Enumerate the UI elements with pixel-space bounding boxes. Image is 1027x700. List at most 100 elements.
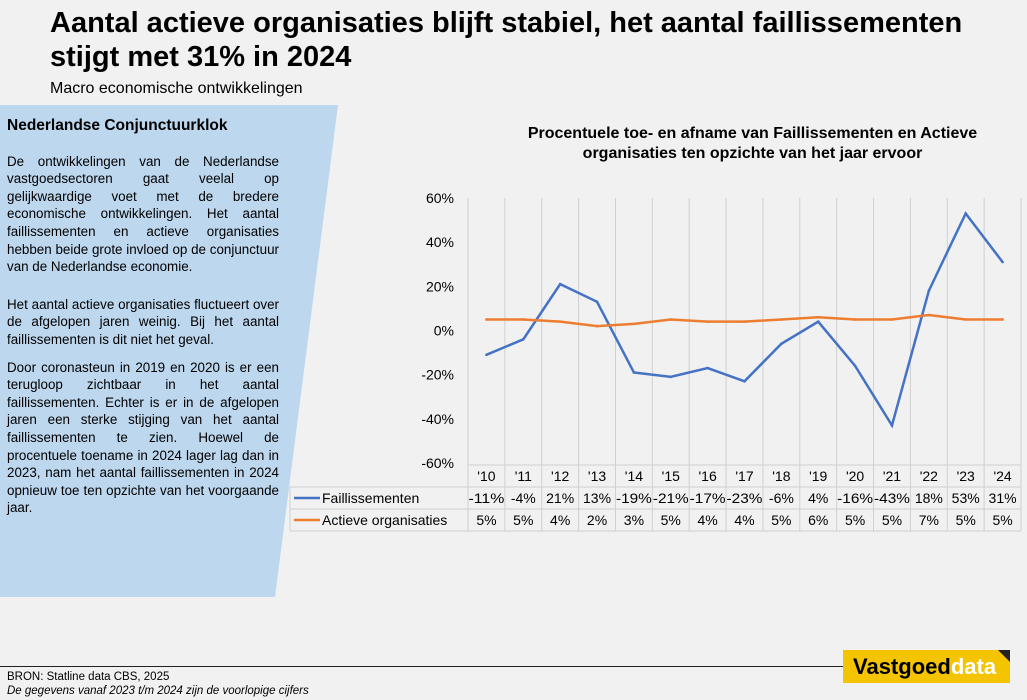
data-table-value: 2%: [587, 512, 607, 528]
panel-paragraph: Door coronasteun in 2019 en 2020 is er e…: [7, 359, 279, 516]
data-point: [595, 324, 599, 328]
logo-accent-text: data: [950, 654, 997, 679]
legend-label: Faillissementen: [322, 490, 419, 506]
data-point: [890, 318, 894, 321]
data-point: [927, 289, 931, 293]
data-table-value: 3%: [624, 512, 644, 528]
data-point: [558, 282, 562, 286]
data-point: [853, 318, 857, 321]
data-table-value: 5%: [845, 512, 865, 528]
panel-paragraph: Het aantal actieve organisaties fluctuee…: [7, 296, 279, 347]
data-table-value: 5%: [882, 512, 902, 528]
y-tick-label: 40%: [426, 234, 454, 250]
data-table-value: -19%: [616, 490, 652, 506]
data-table-value: 21%: [546, 490, 574, 506]
x-tick-label: '11: [515, 468, 532, 484]
data-table-value: 4%: [550, 512, 570, 528]
data-point: [780, 342, 783, 346]
data-point: [1001, 318, 1004, 321]
data-table-value: 53%: [952, 490, 980, 506]
data-table-value: 4%: [808, 490, 828, 506]
x-tick-label: '17: [735, 468, 753, 484]
x-tick-label: '24: [993, 468, 1011, 484]
data-point: [522, 318, 525, 321]
data-point: [743, 320, 746, 323]
data-table-value: 5%: [476, 512, 496, 528]
y-tick-label: 0%: [434, 323, 454, 339]
data-point: [964, 212, 967, 215]
logo-text: Vastgoed: [853, 654, 951, 679]
x-tick-label: '14: [625, 468, 643, 484]
data-table-value: -43%: [874, 490, 910, 506]
data-point: [927, 313, 931, 317]
y-tick-label: 20%: [426, 278, 454, 294]
data-point: [558, 320, 562, 323]
panel-heading: Nederlandse Conjunctuurklok: [7, 117, 228, 134]
x-tick-label: '23: [957, 468, 975, 484]
vastgoeddata-logo: Vastgoeddata: [843, 650, 1010, 683]
x-tick-label: '10: [477, 468, 495, 484]
data-point: [1001, 260, 1004, 264]
x-tick-label: '12: [551, 468, 569, 484]
data-point: [964, 318, 967, 321]
data-point: [632, 322, 636, 326]
data-table-value: -4%: [511, 490, 536, 506]
legend-label: Actieve organisaties: [322, 512, 447, 528]
x-tick-label: '15: [662, 468, 680, 484]
chart-title: Procentuele toe- en afname van Faillisse…: [527, 125, 978, 162]
data-table-value: -16%: [837, 490, 873, 506]
page-subtitle: Macro economische ontwikkelingen: [50, 80, 303, 97]
x-tick-label: '22: [920, 468, 938, 484]
data-point: [743, 379, 746, 383]
data-table-value: 5%: [513, 512, 533, 528]
x-tick-label: '21: [883, 468, 901, 484]
data-table-value: 5%: [992, 512, 1012, 528]
data-table-value: 31%: [989, 490, 1017, 506]
data-point: [595, 300, 599, 304]
data-point: [890, 424, 894, 427]
data-point: [669, 375, 673, 379]
data-point: [816, 320, 820, 323]
source-text: BRON: Statline data CBS, 2025: [7, 671, 170, 683]
footnote: De gegevens vanaf 2023 t/m 2024 zijn de …: [7, 685, 309, 697]
data-table-value: -21%: [653, 490, 689, 506]
x-tick-label: '20: [846, 468, 864, 484]
data-point: [485, 353, 488, 357]
data-table-value: 5%: [661, 512, 681, 528]
data-table-value: -17%: [690, 490, 726, 506]
data-point: [522, 338, 525, 341]
y-tick-label: -60%: [421, 455, 454, 471]
y-tick-label: 60%: [426, 190, 454, 206]
x-tick-label: '13: [588, 468, 606, 484]
data-table-value: -11%: [469, 490, 505, 506]
data-table-value: -23%: [727, 490, 763, 506]
data-table-value: 4%: [698, 512, 718, 528]
data-table-value: 13%: [583, 490, 611, 506]
footer-divider: [0, 666, 845, 667]
data-point: [706, 366, 709, 370]
x-tick-label: '19: [809, 468, 827, 484]
data-table-value: 5%: [956, 512, 976, 528]
data-table-value: 5%: [771, 512, 791, 528]
series-line-faillissementen: [485, 211, 1004, 429]
data-point: [485, 318, 488, 321]
data-table-value: 4%: [734, 512, 754, 528]
data-point: [706, 320, 709, 323]
page-title: Aantal actieve organisaties blijft stabi…: [50, 7, 963, 73]
data-table-value: 18%: [915, 490, 943, 506]
data-point: [669, 318, 673, 321]
y-tick-label: -40%: [421, 411, 454, 427]
data-point: [853, 364, 857, 368]
data-table-value: -6%: [769, 490, 794, 506]
data-table-value: 6%: [808, 512, 828, 528]
data-point: [780, 318, 783, 321]
data-point: [816, 315, 820, 319]
info-panel: Nederlandse Conjunctuurklok De ontwikkel…: [7, 117, 279, 527]
panel-paragraph: De ontwikkelingen van de Nederlandse vas…: [7, 153, 279, 275]
y-tick-label: -20%: [421, 367, 454, 383]
x-tick-label: '16: [699, 468, 717, 484]
data-table-value: 7%: [919, 512, 939, 528]
x-tick-label: '18: [772, 468, 790, 484]
